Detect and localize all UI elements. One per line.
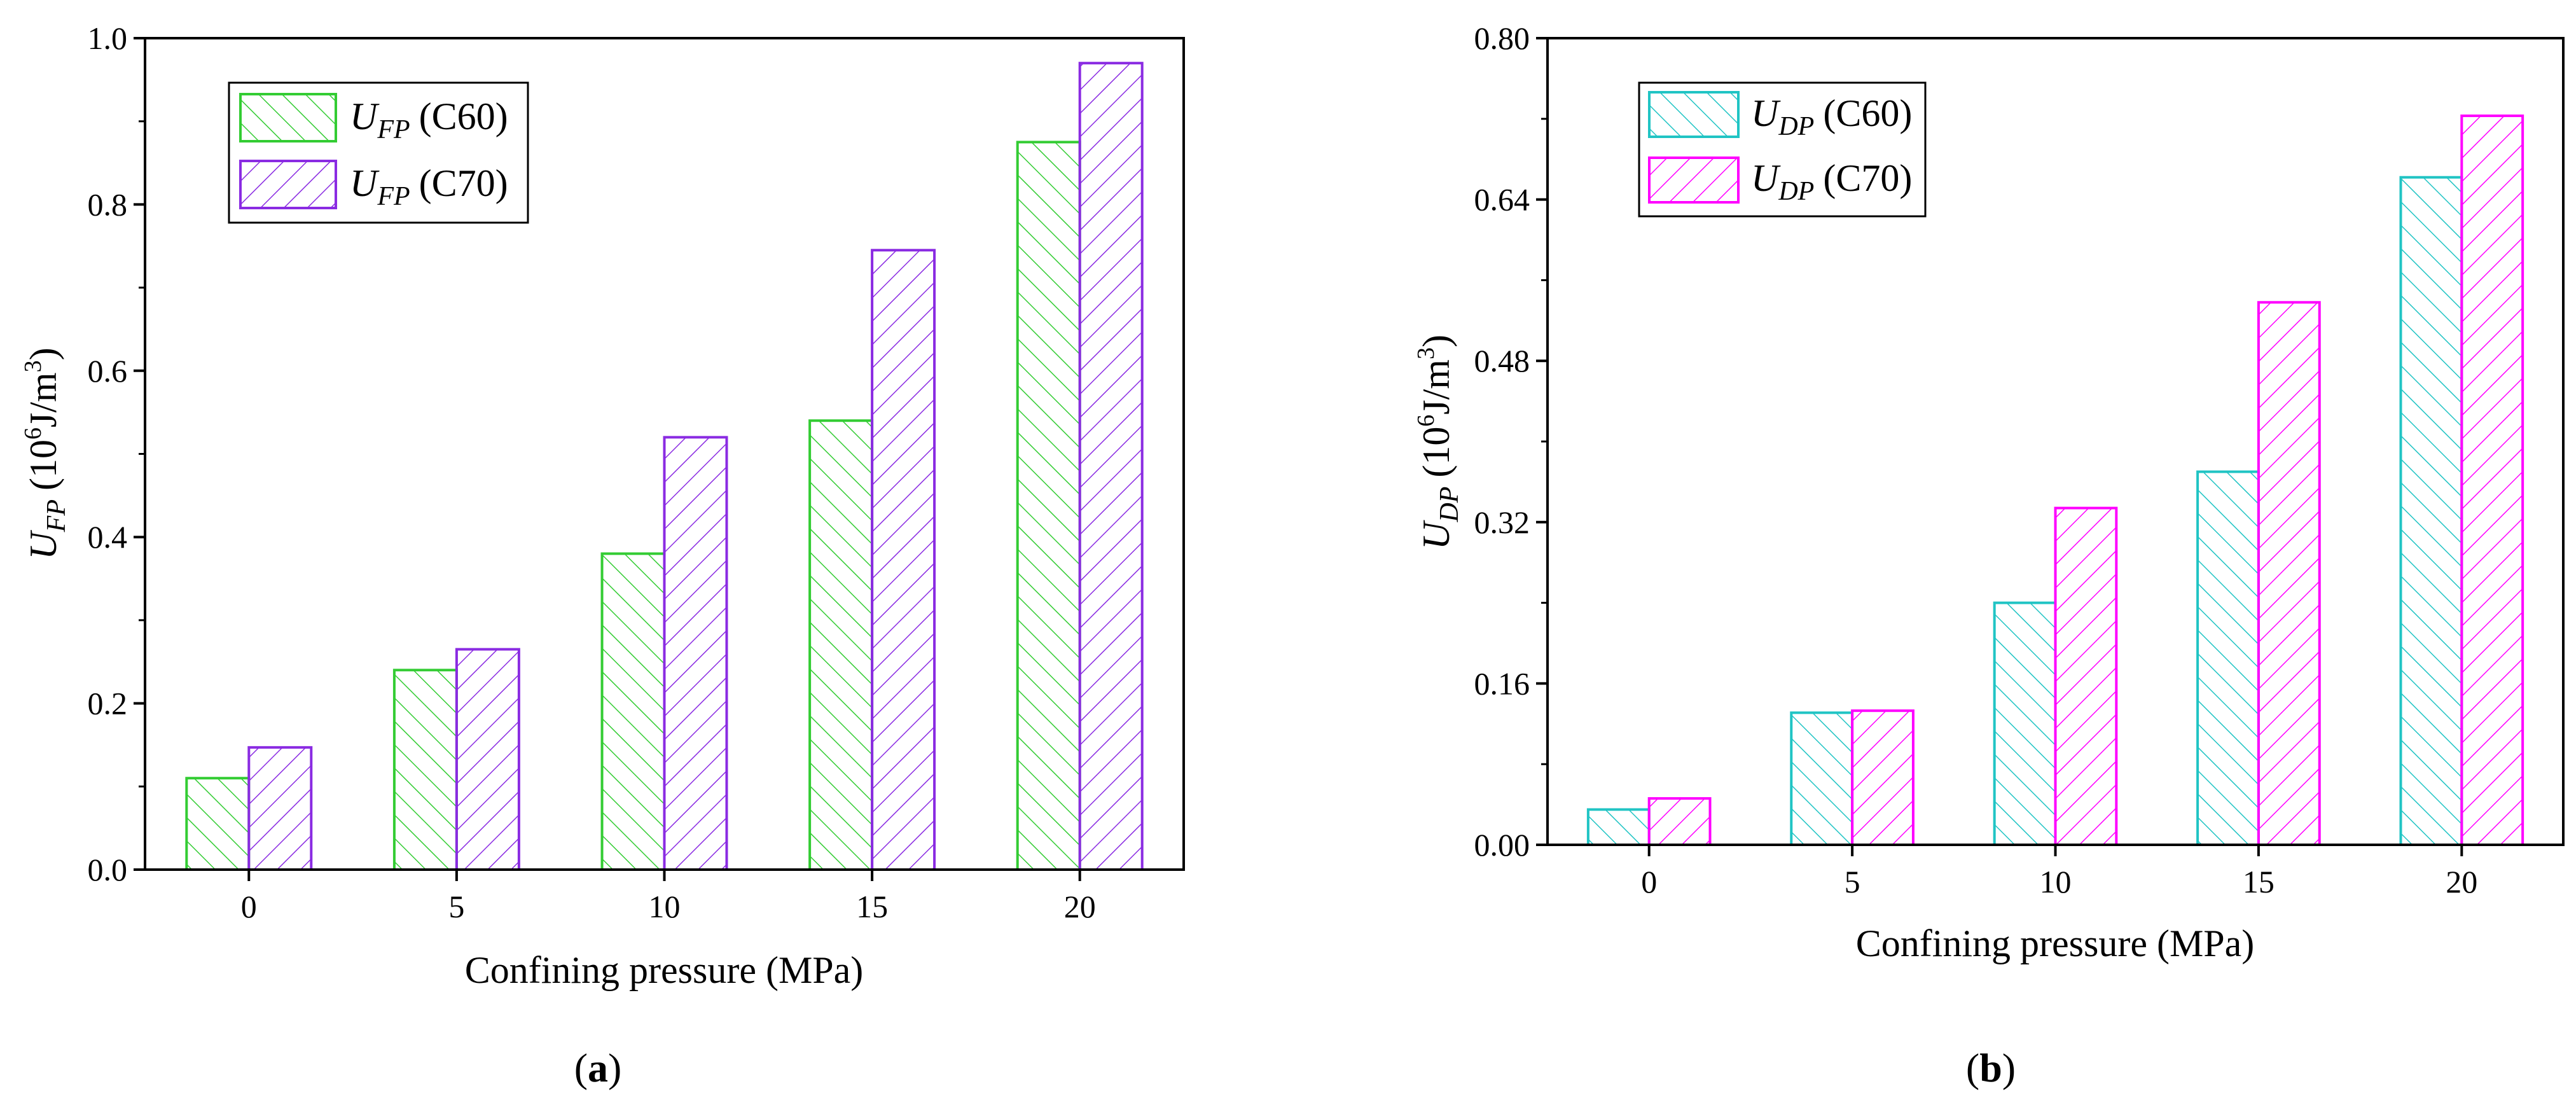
x-tick-label-a-0: 0 bbox=[241, 889, 257, 924]
x-axis-label-a: Confining pressure (MPa) bbox=[465, 949, 864, 991]
bar-a-c70-15 bbox=[871, 249, 936, 872]
legend-b: UDP (C60) UDP (C70) bbox=[1638, 81, 1927, 218]
x-axis-a: 0 5 10 15 20 bbox=[241, 870, 1096, 924]
y-tick-label-b-0: 0.00 bbox=[1474, 827, 1530, 863]
x-tick-label-a-10: 10 bbox=[649, 889, 681, 924]
legend-swatch-b-c60 bbox=[1648, 91, 1740, 138]
legend-label-a-c70: UFP (C70) bbox=[350, 162, 508, 211]
y-tick-label-a-1: 0.2 bbox=[88, 686, 128, 721]
y-axis-a: 0.0 0.2 0.4 0.6 0.8 1.0 bbox=[88, 20, 145, 887]
x-tick-label-b-10: 10 bbox=[2040, 864, 2072, 900]
legend-swatch-a-c60 bbox=[239, 93, 337, 142]
x-axis-b: 0 5 10 15 20 bbox=[1641, 845, 2477, 900]
y-axis-b: 0.00 0.16 0.32 0.48 0.64 0.80 bbox=[1474, 20, 1548, 863]
chart-panel-b: 0.00 0.16 0.32 0.48 0.64 0.80 0 5 10 15 20 Confin… bbox=[1413, 20, 2565, 1090]
legend-swatch-b-c70 bbox=[1648, 156, 1740, 204]
x-axis-label-b: Confining pressure (MPa) bbox=[1856, 922, 2255, 964]
bar-group-b bbox=[1586, 115, 2524, 847]
x-tick-label-b-20: 20 bbox=[2446, 864, 2477, 900]
x-tick-label-b-15: 15 bbox=[2243, 864, 2275, 900]
bar-a-c70-5 bbox=[455, 648, 520, 872]
panel-caption-b: (b) bbox=[1966, 1045, 2016, 1090]
bar-b-c60-5 bbox=[1790, 711, 1854, 846]
x-tick-label-b-5: 5 bbox=[1845, 864, 1860, 900]
y-tick-label-b-3: 0.48 bbox=[1474, 343, 1530, 379]
bar-a-c70-20 bbox=[1078, 62, 1144, 872]
y-tick-label-a-4: 0.8 bbox=[88, 186, 128, 222]
chart-panel-a: 0.0 0.2 0.4 0.6 0.8 1.0 0 5 10 15 20 Confining pr… bbox=[20, 20, 1185, 1090]
y-tick-label-b-2: 0.32 bbox=[1474, 504, 1530, 540]
y-tick-label-b-4: 0.64 bbox=[1474, 182, 1530, 218]
y-tick-label-a-0: 0.0 bbox=[88, 852, 128, 887]
bar-a-c60-0 bbox=[185, 777, 251, 871]
bar-a-c60-20 bbox=[1016, 141, 1081, 871]
bar-b-c70-15 bbox=[2257, 301, 2321, 846]
bar-b-c60-10 bbox=[1993, 601, 2057, 846]
legend-label-b-c60: UDP (C60) bbox=[1751, 92, 1912, 141]
panel-caption-a: (a) bbox=[574, 1045, 622, 1090]
bar-a-c70-0 bbox=[247, 746, 313, 871]
bar-a-c60-15 bbox=[808, 419, 874, 871]
bar-b-c70-20 bbox=[2460, 115, 2524, 846]
bar-b-c70-5 bbox=[1851, 709, 1915, 846]
legend-label-a-c60: UFP (C60) bbox=[350, 95, 508, 144]
legend-a: UFP (C60) UFP (C70) bbox=[228, 81, 529, 224]
bar-a-c60-5 bbox=[392, 669, 458, 871]
x-tick-label-b-0: 0 bbox=[1641, 864, 1657, 900]
legend-label-b-c70: UDP (C70) bbox=[1751, 157, 1912, 206]
y-axis-label-b: UDP(106J/m3) bbox=[1413, 335, 1464, 550]
bar-a-c60-10 bbox=[600, 552, 666, 872]
y-axis-label-a: UFP(106J/m3) bbox=[20, 347, 71, 559]
x-tick-label-a-20: 20 bbox=[1064, 889, 1096, 924]
y-tick-label-a-2: 0.4 bbox=[88, 519, 128, 555]
y-tick-label-a-3: 0.6 bbox=[88, 353, 128, 389]
bar-group-a bbox=[185, 62, 1144, 872]
x-tick-label-a-5: 5 bbox=[448, 889, 464, 924]
y-tick-label-a-5: 1.0 bbox=[88, 20, 128, 56]
bar-b-c60-0 bbox=[1586, 808, 1651, 847]
bar-a-c70-10 bbox=[663, 436, 728, 871]
x-tick-label-a-15: 15 bbox=[856, 889, 888, 924]
bar-b-c70-10 bbox=[2054, 506, 2118, 846]
bar-b-c70-0 bbox=[1647, 797, 1712, 846]
bar-b-c60-15 bbox=[2196, 470, 2260, 846]
bar-b-c60-20 bbox=[2399, 176, 2463, 847]
y-tick-label-b-5: 0.80 bbox=[1474, 20, 1530, 56]
legend-swatch-a-c70 bbox=[239, 160, 337, 209]
y-tick-label-b-1: 0.16 bbox=[1474, 665, 1530, 701]
